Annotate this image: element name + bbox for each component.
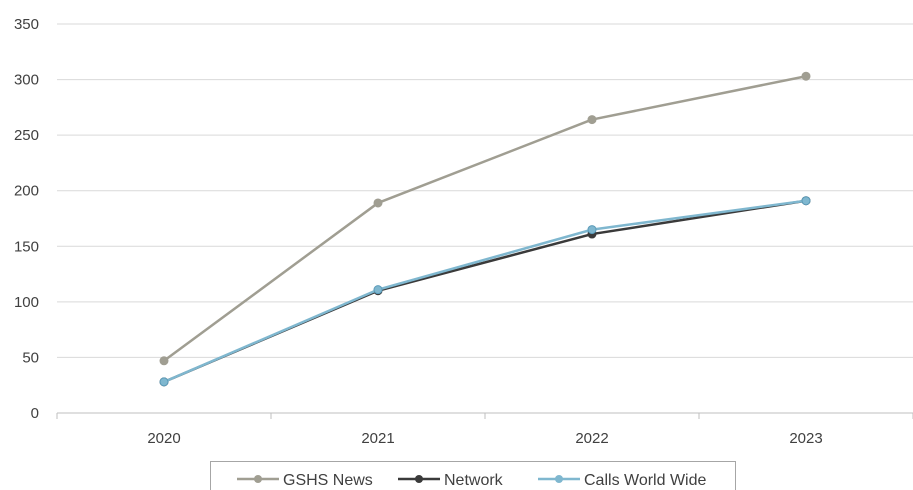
y-tick-label: 250 bbox=[14, 127, 39, 144]
y-tick-label: 200 bbox=[14, 183, 39, 200]
data-point-calls-world-wide bbox=[373, 285, 383, 295]
y-tick-label: 50 bbox=[22, 349, 39, 366]
data-point-calls-world-wide bbox=[801, 196, 811, 206]
series-lines bbox=[159, 71, 811, 387]
legend-swatch-marker bbox=[254, 475, 262, 483]
data-point-calls-world-wide bbox=[587, 225, 597, 235]
legend-swatch-marker bbox=[555, 475, 563, 483]
x-tick-label: 2023 bbox=[789, 430, 822, 447]
x-axis: 2020 2021 2022 2023 bbox=[56, 412, 913, 447]
y-tick-label: 300 bbox=[14, 72, 39, 89]
legend-label: Network bbox=[444, 472, 504, 489]
legend: GSHS News Network Calls World Wide bbox=[210, 461, 736, 490]
data-point-gshs-news bbox=[801, 71, 811, 81]
data-point-calls-world-wide bbox=[159, 377, 169, 387]
y-tick-label: 100 bbox=[14, 294, 39, 311]
y-axis-tick-labels: 0 50 100 150 200 250 300 350 bbox=[14, 16, 39, 422]
series-line-calls-world-wide bbox=[163, 199, 807, 384]
x-tick-label: 2021 bbox=[361, 430, 394, 447]
data-point-gshs-news bbox=[159, 356, 169, 366]
x-tick-label: 2020 bbox=[147, 430, 180, 447]
data-point-gshs-news bbox=[373, 198, 383, 208]
data-point-gshs-news bbox=[587, 115, 597, 125]
series-line-network bbox=[163, 199, 807, 384]
series-line-gshs-news bbox=[163, 75, 807, 362]
y-tick-label: 0 bbox=[31, 405, 39, 422]
legend-swatch-marker bbox=[415, 475, 423, 483]
x-tick-label: 2022 bbox=[575, 430, 608, 447]
gridlines bbox=[57, 23, 913, 358]
y-tick-label: 150 bbox=[14, 238, 39, 255]
y-tick-label: 350 bbox=[14, 16, 39, 33]
legend-box bbox=[210, 461, 736, 490]
legend-label: GSHS News bbox=[283, 472, 373, 489]
legend-label: Calls World Wide bbox=[584, 472, 707, 489]
